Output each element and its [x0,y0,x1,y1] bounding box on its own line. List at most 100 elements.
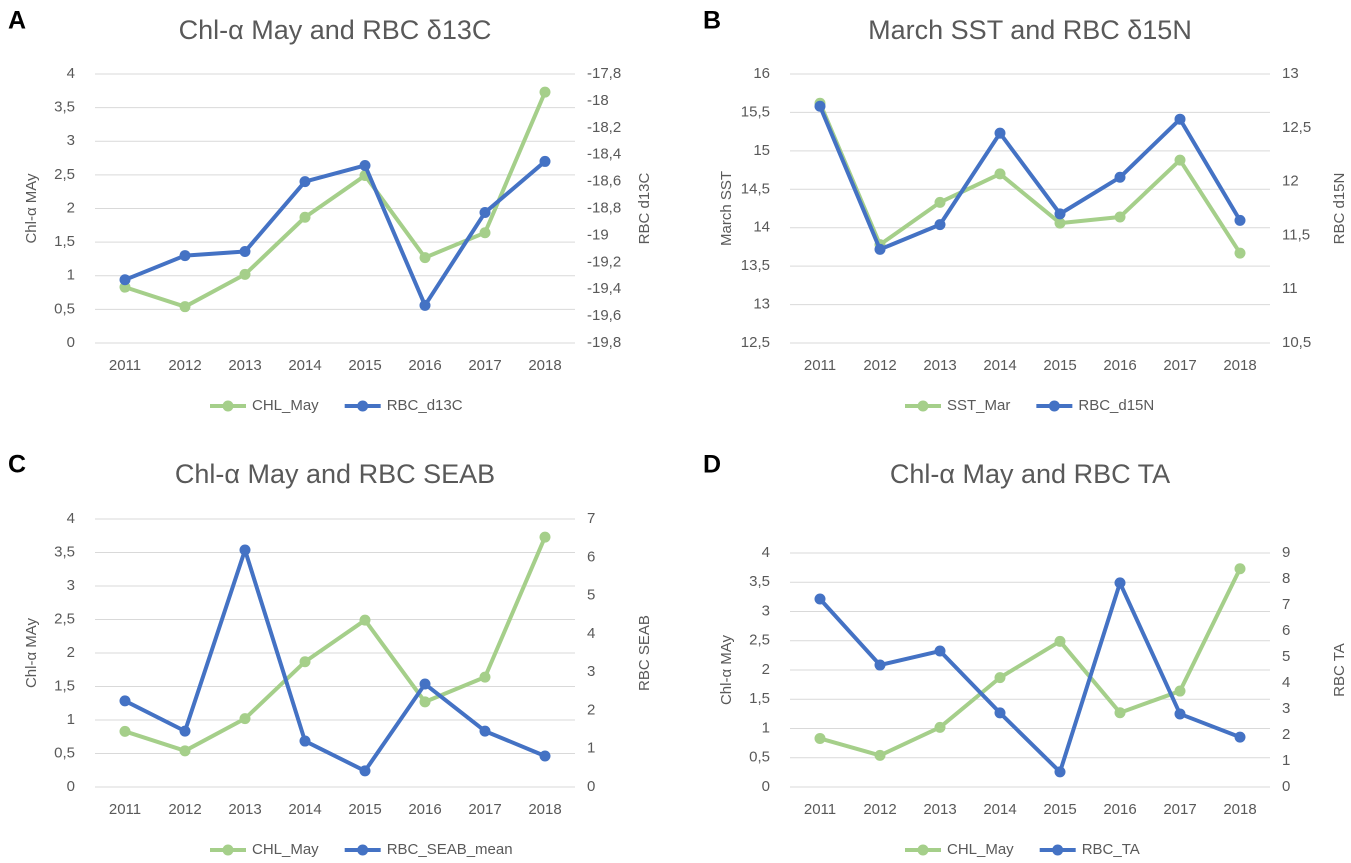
y-tick-label: 1 [67,711,75,728]
legend-label: RBC_d15N [1078,397,1154,414]
y2-tick-label: 4 [1282,674,1290,691]
panel-letter: A [8,7,26,35]
y2-tick-label: -18 [587,92,609,109]
point [419,299,431,311]
x-tick-label: 2011 [109,357,141,374]
y2-tick-label: -18,8 [587,199,621,216]
y-axis-label: March SST [718,171,735,246]
x-tick-label: 2015 [1043,801,1076,818]
x-tick-label: 2012 [168,801,201,818]
x-tick-label: 2018 [528,357,561,374]
y-tick-label: 16 [753,65,770,82]
y-tick-label: 3 [762,602,770,619]
y2-tick-label: -18,6 [587,173,621,190]
x-tick-label: 2014 [288,801,321,818]
y-tick-label: 3,5 [54,99,75,116]
point [1054,208,1066,220]
y2-tick-label: -17,8 [587,65,621,82]
y-tick-label: 3,5 [54,543,75,560]
point [874,243,886,255]
y2-tick-label: -18,2 [587,119,621,136]
y-tick-label: 15 [753,142,770,159]
legend-label: SST_Mar [947,397,1010,414]
y2-tick-label: -19,6 [587,307,621,324]
y2-axis-label: RBC d13C [636,172,653,244]
point [419,696,431,708]
x-tick-label: 2011 [109,801,141,818]
y2-axis-label: RBC TA [1331,643,1348,697]
series-line [124,159,547,308]
y2-tick-label: -19,4 [587,280,621,297]
y2-tick-label: 8 [1282,570,1290,587]
y-tick-label: 4 [67,65,75,82]
y-tick-label: 3 [67,577,75,594]
point [1234,731,1246,743]
y2-tick-label: 2 [587,701,595,718]
point [1054,635,1066,647]
point [1054,766,1066,778]
point [479,671,491,683]
y2-tick-label: 6 [1282,622,1290,639]
y2-tick-label: 3 [1282,700,1290,717]
x-tick-label: 2017 [1163,801,1196,818]
legend-label: RBC_TA [1082,841,1140,858]
point [1174,708,1186,720]
y2-tick-label: -19,8 [587,334,621,351]
panel: D Chl-α May and RBC TA 0 0,5 1 1,5 2 2,5 3 3,5 4 0 1… [703,451,1348,858]
y-tick-label: 2 [67,644,75,661]
y2-tick-label: 11 [1282,280,1298,297]
point [479,227,491,239]
point [1234,563,1246,575]
point [934,219,946,231]
point [419,678,431,690]
point [539,750,551,762]
point [994,168,1006,180]
chart-title: Chl-α May and RBC TA [890,459,1170,489]
x-tick-label: 2013 [923,357,956,374]
point [1174,154,1186,166]
point [179,301,191,313]
y-tick-label: 0 [67,334,75,351]
series-line [124,91,547,309]
y-tick-label: 1,5 [54,677,75,694]
y2-tick-label: 1 [1282,752,1290,769]
legend-marker [222,844,234,856]
x-tick-label: 2013 [923,801,956,818]
point [179,250,191,262]
legend-marker [917,400,929,412]
x-tick-label: 2018 [1223,357,1256,374]
point [479,725,491,737]
x-tick-label: 2011 [804,801,836,818]
y-tick-label: 2,5 [749,632,770,649]
y2-tick-label: 2 [1282,726,1290,743]
x-tick-label: 2016 [408,357,441,374]
legend-marker [917,844,929,856]
y2-tick-label: -18,4 [587,146,621,163]
panel: A Chl-α May and RBC δ13C 0 0,5 1 1,5 2 2,5 3 3,5 4… [8,7,653,414]
y2-tick-label: 4 [587,625,595,642]
x-tick-label: 2016 [1103,357,1136,374]
point [934,721,946,733]
y2-tick-label: 0 [1282,778,1290,795]
legend-label: CHL_May [252,841,319,858]
x-tick-label: 2013 [228,357,261,374]
y-tick-label: 12,5 [741,334,770,351]
y2-tick-label: -19,2 [587,253,621,270]
x-tick-label: 2013 [228,801,261,818]
y-tick-label: 0,5 [749,749,770,766]
y2-tick-label: 3 [587,663,595,680]
point [1114,211,1126,223]
point [1054,217,1066,229]
point [539,86,551,98]
y-tick-label: 13 [753,296,770,313]
point [934,645,946,657]
y-tick-label: 1 [762,719,770,736]
point [1234,214,1246,226]
x-tick-label: 2016 [408,801,441,818]
x-tick-label: 2014 [288,357,321,374]
y-tick-label: 2 [762,661,770,678]
point [239,246,251,258]
point [1174,685,1186,697]
point [994,672,1006,684]
